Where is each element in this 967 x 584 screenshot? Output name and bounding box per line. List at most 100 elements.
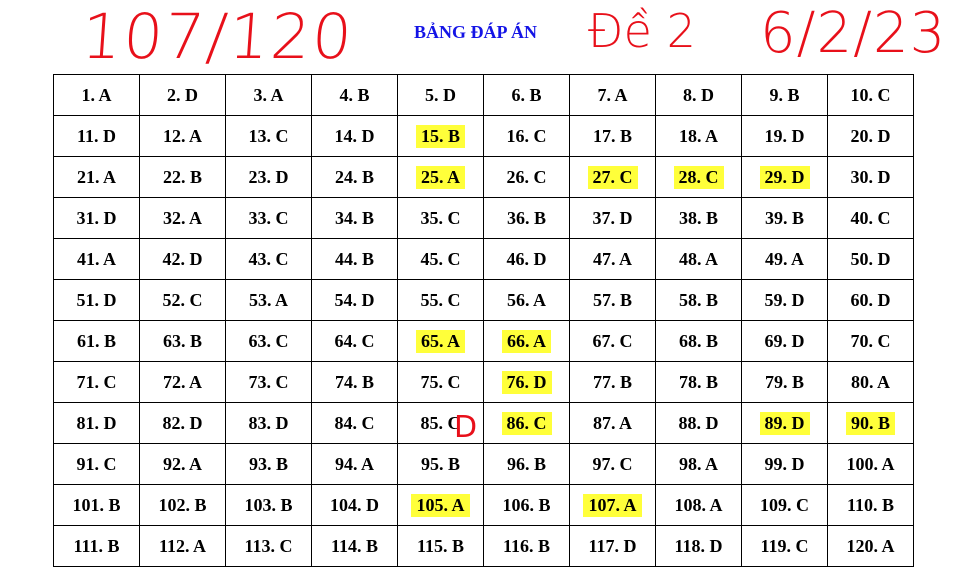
answer-text: 84. C <box>334 412 375 433</box>
handwritten-score: 107/120 <box>79 0 357 73</box>
answer-text: 111. B <box>73 535 120 556</box>
answer-text: 80. A <box>850 371 890 392</box>
answer-cell: 115. B <box>397 525 484 567</box>
answer-cell: 120. A <box>827 525 914 567</box>
highlighted-answer: 25. A <box>415 165 465 189</box>
answer-cell: 13. C <box>225 115 312 157</box>
answer-cell: 52. C <box>139 279 226 321</box>
answer-text: 97. C <box>592 453 633 474</box>
table-row: 81. D 82. D 83. D 84. C 85. C 86. C 87. A 88. D… <box>53 402 914 444</box>
answer-text: 7. A <box>597 84 628 105</box>
answer-text: 30. D <box>850 166 891 187</box>
answer-cell: 39. B <box>741 197 828 239</box>
answer-text: 3. A <box>253 84 284 105</box>
answer-cell: 25. A <box>397 156 484 198</box>
answer-cell: 7. A <box>569 74 656 116</box>
answer-cell: 10. C <box>827 74 914 116</box>
answer-text: 104. D <box>330 494 379 515</box>
answer-text: 48. A <box>678 248 718 269</box>
answer-text: 20. D <box>850 125 891 146</box>
answer-cell: 44. B <box>311 238 398 280</box>
answer-cell: 49. A <box>741 238 828 280</box>
answer-cell: 96. B <box>483 443 570 485</box>
answer-cell: 73. C <box>225 361 312 403</box>
answer-cell: 15. B <box>397 115 484 157</box>
answer-cell: 20. D <box>827 115 914 157</box>
table-row: 1. A 2. D 3. A 4. B 5. D 6. B 7. A 8. D 9. B 10. … <box>53 74 914 116</box>
answer-text: 40. C <box>850 207 891 228</box>
answer-text: 98. A <box>678 453 718 474</box>
answer-text: 26. C <box>506 166 547 187</box>
table-row: 91. C 92. A 93. B 94. A 95. B 96. B 97. C 98. A… <box>53 443 914 485</box>
answer-text: 91. C <box>76 453 117 474</box>
answer-cell: 103. B <box>225 484 312 526</box>
answer-text: 55. C <box>420 289 461 310</box>
answer-cell: 21. A <box>53 156 140 198</box>
answer-cell: 30. D <box>827 156 914 198</box>
answer-cell: 58. B <box>655 279 742 321</box>
answer-cell: 60. D <box>827 279 914 321</box>
answer-cell: 17. B <box>569 115 656 157</box>
answer-cell: 33. C <box>225 197 312 239</box>
answer-cell: 48. A <box>655 238 742 280</box>
answer-cell: 82. D <box>139 402 226 444</box>
answer-cell: 61. B <box>53 320 140 362</box>
table-row: 21. A 22. B 23. D 24. B 25. A 26. C 27. C 28. C… <box>53 156 914 198</box>
answer-cell: 36. B <box>483 197 570 239</box>
answer-text: 16. C <box>506 125 547 146</box>
answer-cell: 35. C <box>397 197 484 239</box>
answer-text: 11. D <box>76 125 116 146</box>
answer-text: 59. D <box>764 289 805 310</box>
answer-text: 74. B <box>334 371 374 392</box>
answer-cell: 81. D <box>53 402 140 444</box>
answer-text: 95. B <box>420 453 460 474</box>
answer-text: 64. C <box>334 330 375 351</box>
answer-cell: 80. A <box>827 361 914 403</box>
answer-text: 32. A <box>162 207 202 228</box>
answer-text: 63. C <box>248 330 289 351</box>
answer-text: 75. C <box>420 371 461 392</box>
answer-text: 77. B <box>592 371 632 392</box>
answer-cell: 97. C <box>569 443 656 485</box>
answer-cell: 32. A <box>139 197 226 239</box>
answer-cell: 107. A <box>569 484 656 526</box>
table-row: 41. A 42. D 43. C 44. B 45. C 46. D 47. A 48. A… <box>53 238 914 280</box>
answer-text: 24. B <box>334 166 374 187</box>
answer-cell: 51. D <box>53 279 140 321</box>
answer-cell: 53. A <box>225 279 312 321</box>
table-row: 51. D 52. C 53. A 54. D 55. C 56. A 57. B 58. B… <box>53 279 914 321</box>
answer-cell: 65. A <box>397 320 484 362</box>
answer-text: 5. D <box>425 84 456 105</box>
answer-cell: 74. B <box>311 361 398 403</box>
answer-cell: 106. B <box>483 484 570 526</box>
highlighted-answer: 28. C <box>673 165 724 189</box>
answer-cell: 111. B <box>53 525 140 567</box>
answer-cell: 63. B <box>139 320 226 362</box>
answer-cell: 18. A <box>655 115 742 157</box>
answer-cell: 79. B <box>741 361 828 403</box>
answer-text: 113. C <box>244 535 293 556</box>
answer-cell: 57. B <box>569 279 656 321</box>
answer-cell: 38. B <box>655 197 742 239</box>
answer-text: 43. C <box>248 248 289 269</box>
answer-cell: 69. D <box>741 320 828 362</box>
answer-cell: 16. C <box>483 115 570 157</box>
answer-cell: 37. D <box>569 197 656 239</box>
answer-cell: 113. C <box>225 525 312 567</box>
answer-text: 102. B <box>158 494 207 515</box>
answer-text: 115. B <box>416 535 464 556</box>
answer-text: 92. A <box>162 453 202 474</box>
answer-text: 101. B <box>72 494 121 515</box>
answer-cell: 9. B <box>741 74 828 116</box>
answer-text: 36. B <box>506 207 546 228</box>
answer-text: 118. D <box>674 535 723 556</box>
answer-cell: 24. B <box>311 156 398 198</box>
answer-text: 19. D <box>764 125 805 146</box>
answer-text: 82. D <box>162 412 203 433</box>
answer-text: 58. B <box>678 289 718 310</box>
answer-text: 47. A <box>592 248 632 269</box>
answer-cell: 27. C <box>569 156 656 198</box>
answer-text: 93. B <box>248 453 288 474</box>
highlighted-answer: 29. D <box>759 165 810 189</box>
answer-cell: 77. B <box>569 361 656 403</box>
